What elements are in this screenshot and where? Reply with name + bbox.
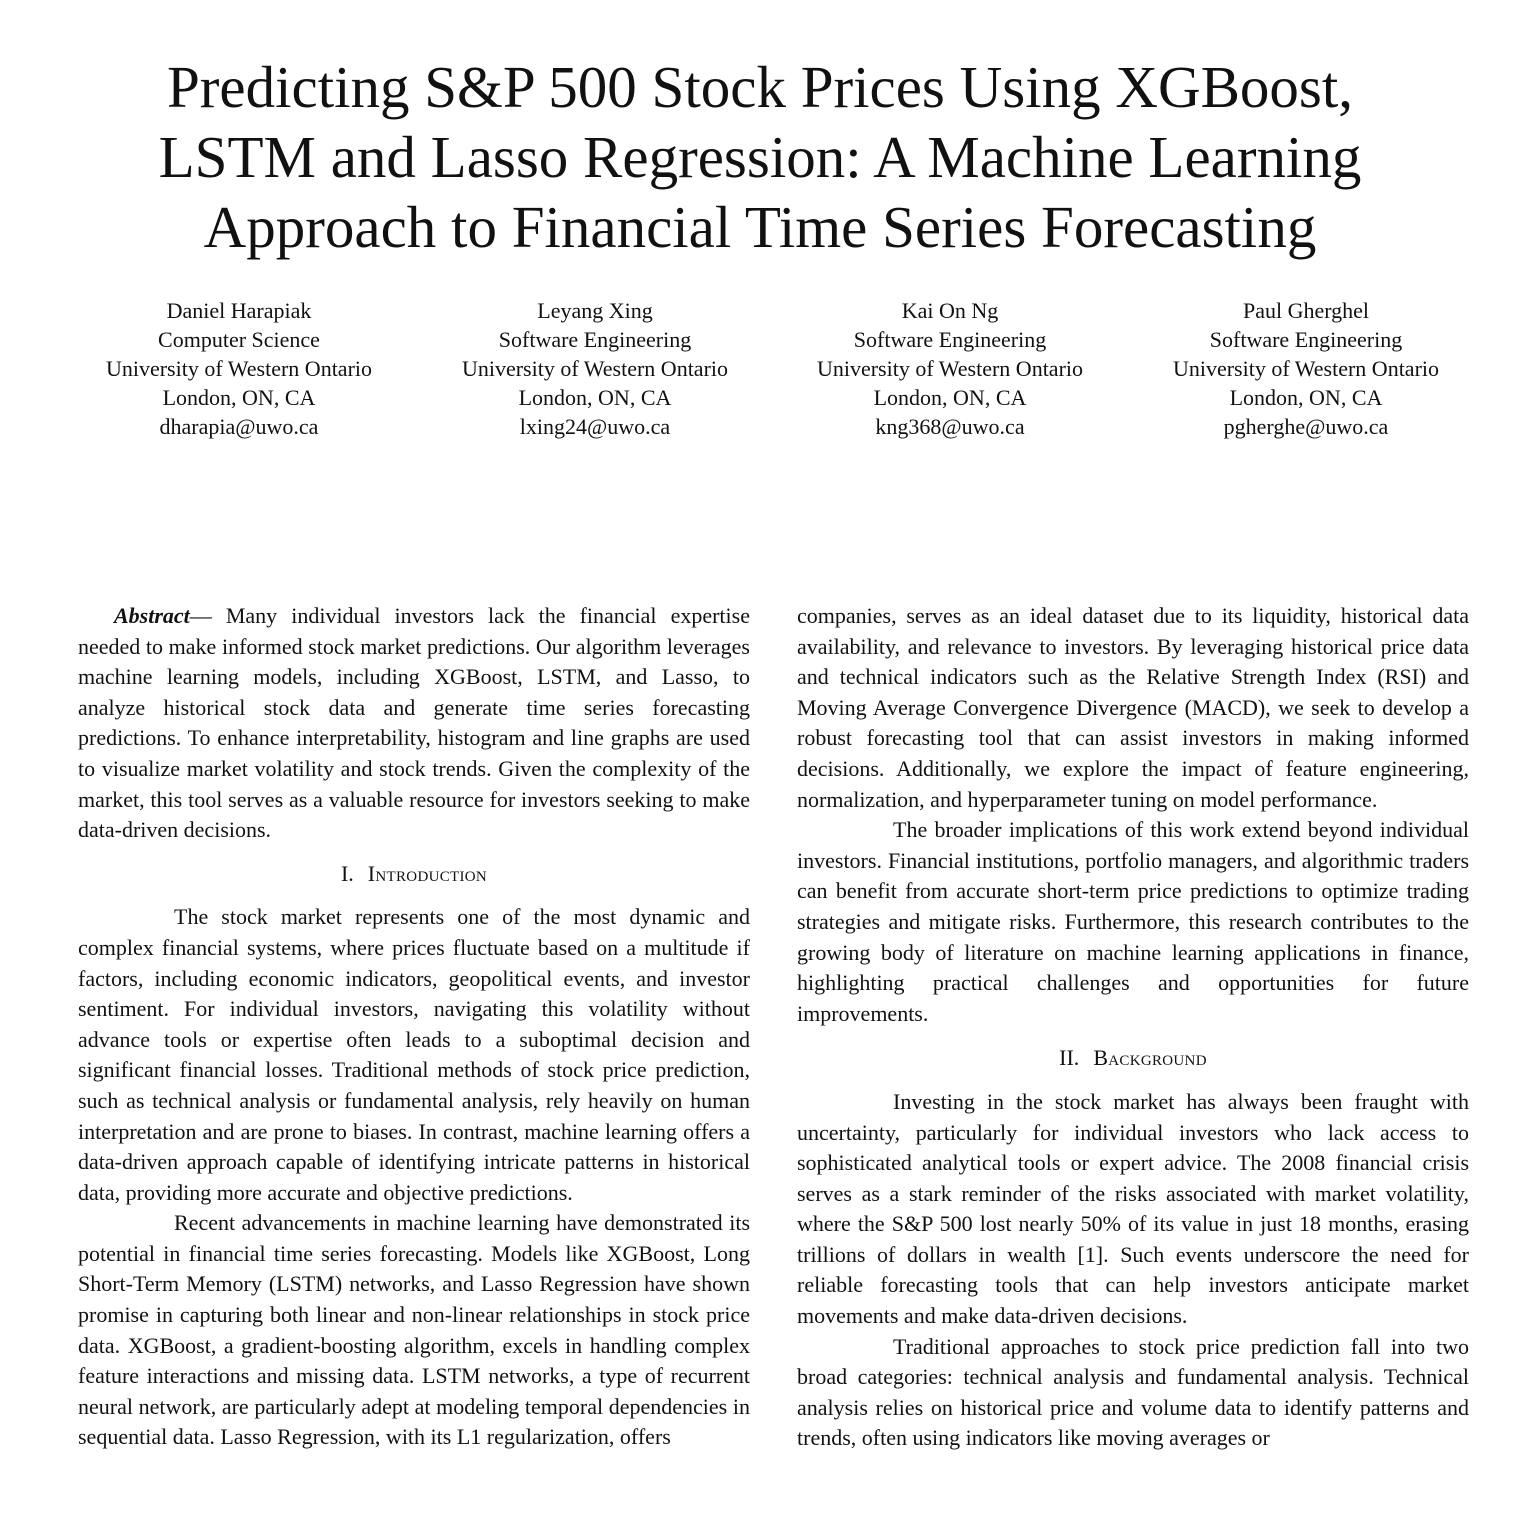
abstract-label: Abstract bbox=[114, 603, 190, 628]
author-location: London, ON, CA bbox=[873, 385, 1027, 410]
paragraph: companies, serves as an ideal dataset du… bbox=[797, 603, 1469, 812]
section-number: I. bbox=[340, 860, 354, 886]
author-affiliation: University of Western Ontario bbox=[461, 356, 729, 381]
author-department: Computer Science bbox=[158, 327, 320, 352]
author-department: Software Engineering bbox=[498, 327, 692, 352]
author-department: Software Engineering bbox=[853, 327, 1047, 352]
paragraph: The stock market represents one of the m… bbox=[78, 904, 750, 1205]
paragraph: The broader implications of this work ex… bbox=[797, 817, 1469, 1026]
author-affiliation: University of Western Ontario bbox=[816, 356, 1084, 381]
section-title: Background bbox=[1093, 1045, 1207, 1071]
author-location: London, ON, CA bbox=[1229, 385, 1383, 410]
author-name: Kai On Ng bbox=[901, 298, 999, 323]
section-heading-introduction: I. Introduction bbox=[78, 859, 750, 890]
section-title: Introduction bbox=[367, 860, 488, 886]
author-name: Leyang Xing bbox=[537, 298, 653, 323]
abstract-text: Many individual investors lack the finan… bbox=[78, 603, 750, 843]
author-name: Daniel Harapiak bbox=[166, 298, 312, 323]
abstract-dash: — bbox=[189, 603, 226, 628]
author-email: kng368@uwo.ca bbox=[875, 414, 1025, 439]
paragraph: Investing in the stock market has always… bbox=[797, 1088, 1469, 1329]
title-line: LSTM and Lasso Regression: A Machine Lea… bbox=[158, 124, 1362, 190]
right-column: companies, serves as an ideal dataset du… bbox=[797, 601, 1469, 1454]
author-email: dharapia@uwo.ca bbox=[159, 414, 319, 439]
author-email: lxing24@uwo.ca bbox=[519, 414, 671, 439]
author-department: Software Engineering bbox=[1209, 327, 1403, 352]
section-heading-background: II. Background bbox=[797, 1043, 1469, 1074]
author-location: London, ON, CA bbox=[518, 385, 672, 410]
title-line: Predicting S&P 500 Stock Prices Using XG… bbox=[166, 54, 1354, 120]
section-number: II. bbox=[1059, 1045, 1080, 1071]
author-block-ng: Kai On Ng Software Engineering Universit… bbox=[780, 296, 1120, 441]
author-affiliation: University of Western Ontario bbox=[1172, 356, 1440, 381]
abstract: Abstract— Many individual investors lack… bbox=[78, 601, 750, 846]
author-affiliation: University of Western Ontario bbox=[105, 356, 373, 381]
paragraph: Traditional approaches to stock price pr… bbox=[797, 1333, 1469, 1451]
left-column: Abstract— Many individual investors lack… bbox=[78, 601, 750, 1453]
title-line: Approach to Financial Time Series Foreca… bbox=[203, 194, 1317, 260]
author-email: pgherghe@uwo.ca bbox=[1223, 414, 1389, 439]
paper-title: Predicting S&P 500 Stock Prices Using XG… bbox=[40, 52, 1480, 262]
author-block-gherghel: Paul Gherghel Software Engineering Unive… bbox=[1136, 296, 1476, 441]
author-block-harapiak: Daniel Harapiak Computer Science Univers… bbox=[69, 296, 409, 441]
author-location: London, ON, CA bbox=[162, 385, 316, 410]
author-name: Paul Gherghel bbox=[1242, 298, 1370, 323]
paragraph: Recent advancements in machine learning … bbox=[78, 1210, 750, 1450]
author-block-xing: Leyang Xing Software Engineering Univers… bbox=[425, 296, 765, 441]
